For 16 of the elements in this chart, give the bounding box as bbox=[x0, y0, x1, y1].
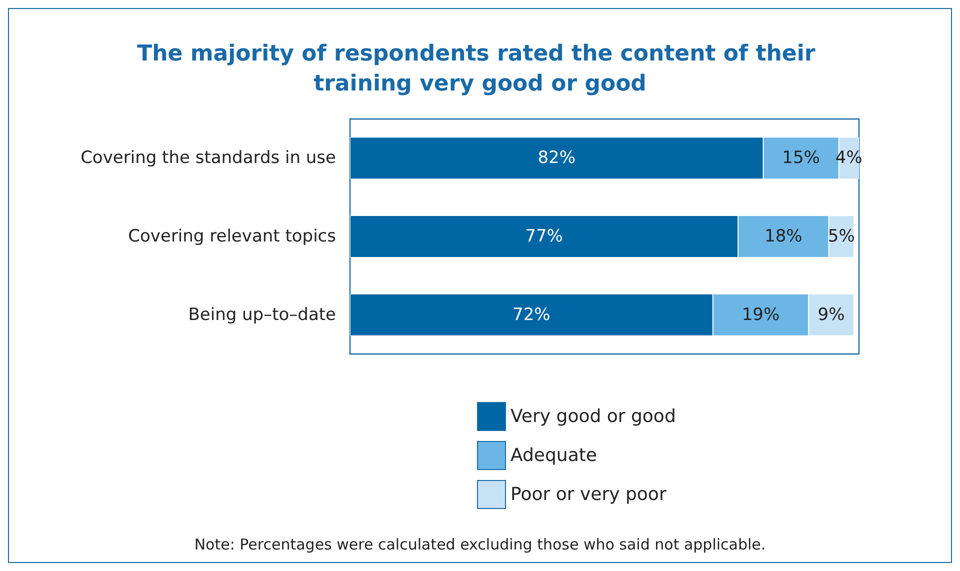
y-tick-label: Covering the standards in use bbox=[80, 148, 336, 168]
data-label: 72% bbox=[512, 304, 550, 325]
legend-label: Adequate bbox=[510, 445, 597, 466]
legend-label: Very good or good bbox=[510, 406, 676, 427]
y-tick-label: Being up–to–date bbox=[188, 304, 336, 325]
y-tick-label: Covering relevant topics bbox=[128, 226, 336, 246]
data-label: 9% bbox=[818, 304, 845, 325]
chart-title: The majority of respondents rated the content of their training very good or good bbox=[137, 42, 823, 96]
data-label: 15% bbox=[782, 148, 820, 168]
data-label: 77% bbox=[525, 226, 563, 246]
text: Note: Percentages were calculated excluding those who said not applicable. bbox=[194, 536, 766, 554]
data-label: 82% bbox=[538, 148, 576, 168]
data-label: 18% bbox=[764, 226, 802, 246]
legend-label: Poor or very poor bbox=[510, 484, 667, 505]
data-label: 5% bbox=[828, 226, 855, 246]
data-label: 19% bbox=[742, 304, 780, 325]
